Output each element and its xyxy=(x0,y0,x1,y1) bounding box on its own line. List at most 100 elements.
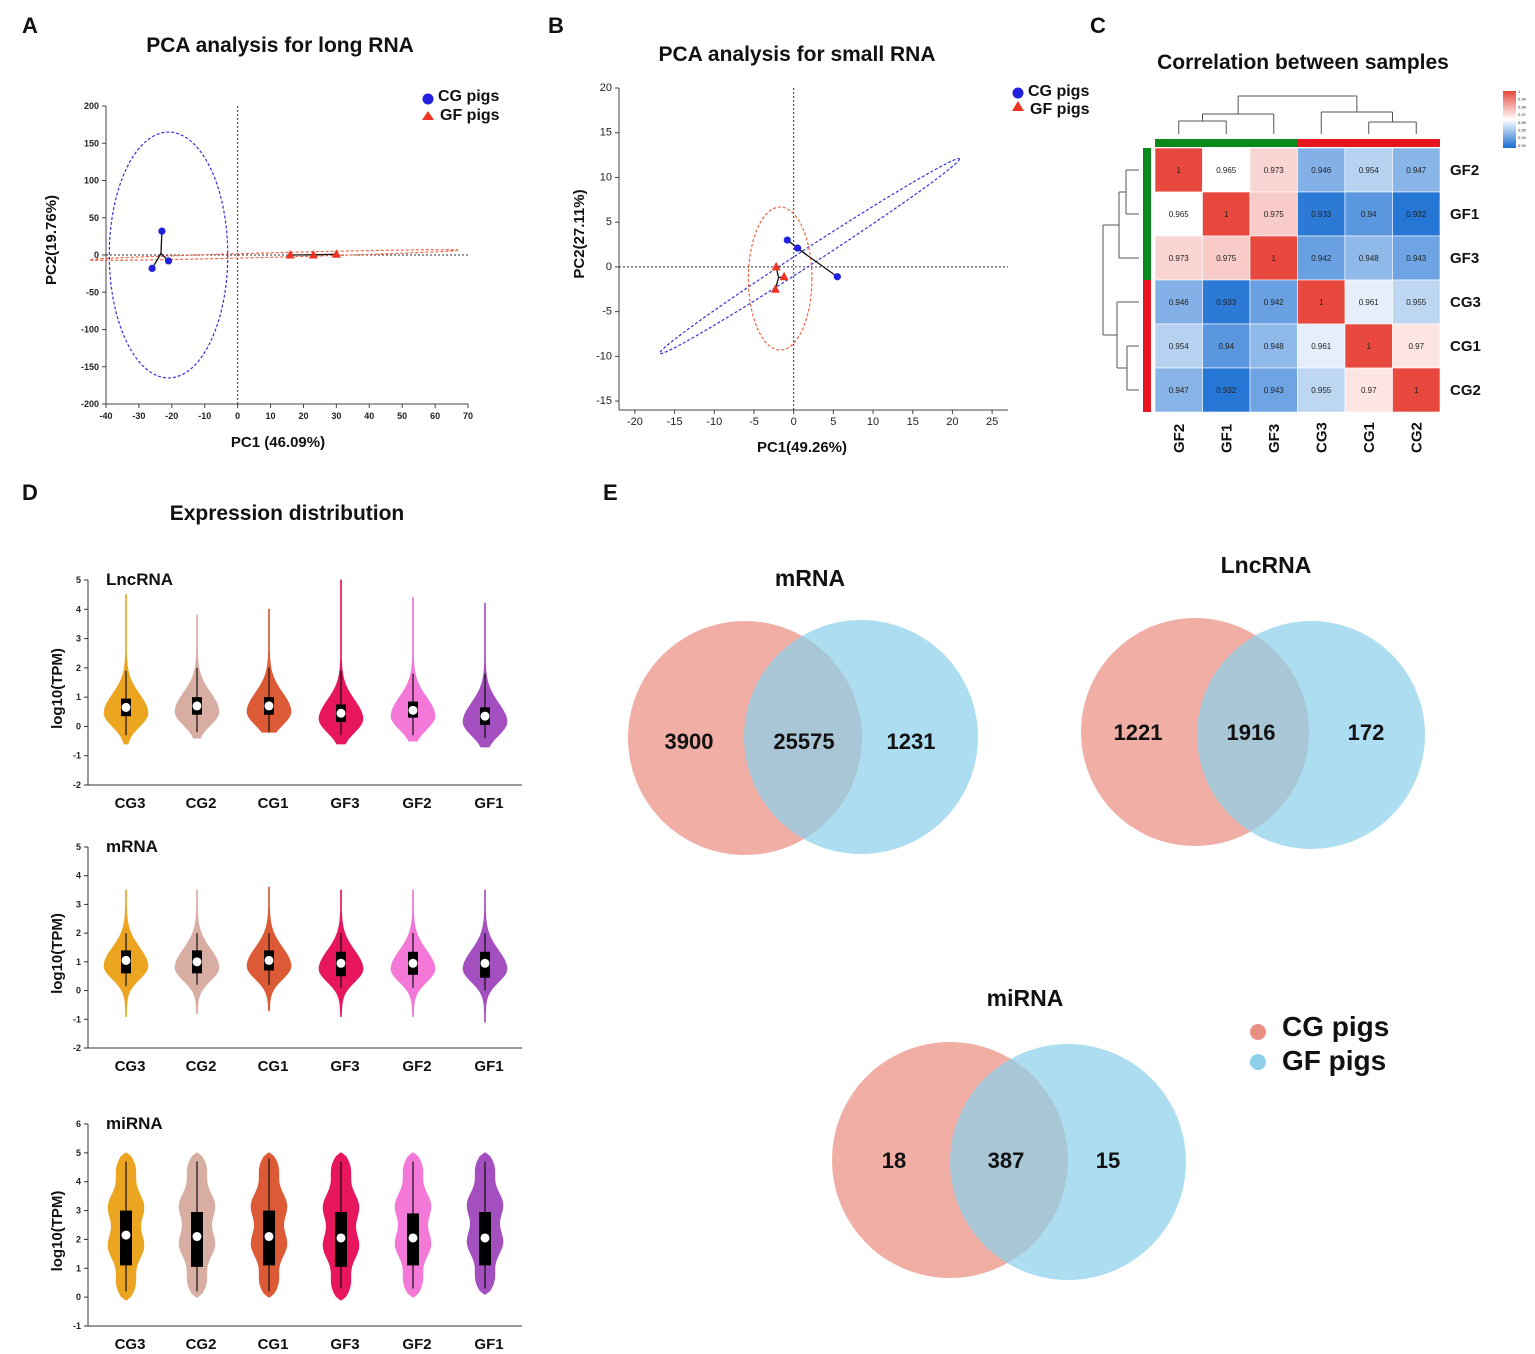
legend-marker-gf xyxy=(1012,101,1024,111)
centroid-connector xyxy=(313,253,337,256)
heatmap-cell xyxy=(1297,147,1346,193)
median-point xyxy=(336,1233,346,1243)
colorbar xyxy=(1503,91,1516,148)
heatmap-cell xyxy=(1154,235,1203,281)
data-point-cg xyxy=(148,264,156,273)
heatmap-value: 0.961 xyxy=(1311,342,1332,351)
median-point xyxy=(192,701,202,711)
group-bar-gf-side xyxy=(1143,148,1151,280)
y-tick-label: 150 xyxy=(84,138,99,148)
violin-cg3 xyxy=(103,594,149,745)
x-tick-label: -10 xyxy=(706,416,722,428)
x-tick-label: 70 xyxy=(463,411,473,421)
heatmap-value: 1 xyxy=(1177,166,1182,175)
venn-title: LncRNA xyxy=(1221,552,1312,578)
panel-label-d: D xyxy=(22,480,38,505)
legend-marker-gf xyxy=(1250,1054,1266,1070)
y-tick-label: 5 xyxy=(76,1148,81,1158)
y-axis-label: PC2(19.76%) xyxy=(43,195,60,285)
x-tick-label: GF1 xyxy=(474,1336,503,1353)
y-tick-label: 6 xyxy=(76,1119,81,1129)
y-tick-label: -1 xyxy=(73,751,81,761)
data-point-cg xyxy=(158,227,166,235)
colorbar-tick-label: 0.96 xyxy=(1518,120,1527,125)
y-tick-label: 20 xyxy=(600,82,612,94)
x-tick-label: GF2 xyxy=(402,795,431,812)
y-axis-label: log10(TPM) xyxy=(49,648,66,729)
legend-label-cg: CG pigs xyxy=(1028,83,1089,100)
colorbar-tick-label: 0.95 xyxy=(1518,128,1527,133)
heatmap-cell xyxy=(1344,323,1393,369)
row-label: GF2 xyxy=(1450,162,1479,179)
median-point xyxy=(408,705,418,715)
heatmap-value: 0.965 xyxy=(1216,166,1237,175)
heatmap-value: 0.97 xyxy=(1408,342,1424,351)
confidence-ellipse-cg xyxy=(108,131,229,379)
venn-circle-gf xyxy=(744,620,978,854)
group-bar-cg-top xyxy=(1297,139,1440,147)
heatmap-cell xyxy=(1249,235,1298,281)
heatmap-cell xyxy=(1154,191,1203,237)
heatmap-value: 1 xyxy=(1367,342,1372,351)
colorbar-tick-label: 0.94 xyxy=(1518,135,1527,140)
data-point-gf xyxy=(308,250,318,259)
heatmap-value: 0.942 xyxy=(1264,298,1285,307)
violin-panel-mirna: miRNA log10(TPM) -1 0 1 2 3 4 5 6 CG3 CG2 CG1 GF3 GF2 G… xyxy=(49,1114,522,1353)
x-tick-label: CG1 xyxy=(258,1336,289,1353)
y-tick-label: 100 xyxy=(84,176,99,186)
subpanel-title: mRNA xyxy=(106,837,158,856)
venn-mirna: miRNA 18 387 15 xyxy=(832,985,1186,1280)
median-point xyxy=(336,708,346,718)
heatmap-cell xyxy=(1344,191,1393,237)
heatmap-cell xyxy=(1344,147,1393,193)
y-tick-label: 5 xyxy=(606,216,612,228)
median-point xyxy=(336,958,346,968)
legend-marker-cg xyxy=(1012,87,1024,99)
y-tick-label: -1 xyxy=(73,1321,81,1331)
y-tick-label: 3 xyxy=(76,1206,81,1216)
x-tick-label: CG3 xyxy=(115,795,146,812)
heatmap-cell xyxy=(1297,323,1346,369)
heatmap-cell xyxy=(1154,367,1203,413)
x-tick-label: -30 xyxy=(132,411,145,421)
y-tick-label: -2 xyxy=(73,1043,81,1053)
x-axis-label: PC1 (46.09%) xyxy=(231,434,325,451)
heatmap-value: 0.954 xyxy=(1169,342,1190,351)
y-tick-label: 1 xyxy=(76,957,81,967)
x-tick-label: 0 xyxy=(235,411,240,421)
violin-gf3 xyxy=(318,579,364,745)
y-tick-label: -50 xyxy=(86,287,99,297)
venn-circle-gf xyxy=(1197,621,1425,849)
x-tick-label: CG3 xyxy=(115,1058,146,1075)
median-point xyxy=(121,955,131,965)
x-tick-label: CG2 xyxy=(186,1058,217,1075)
data-point-cg xyxy=(833,273,841,281)
legend-label-gf: GF pigs xyxy=(440,107,500,124)
x-tick-label: GF2 xyxy=(402,1058,431,1075)
violin-panel-mrna: mRNA log10(TPM) -2 -1 0 1 2 3 4 5 CG3 CG2 CG1 GF3 GF2 G… xyxy=(49,837,522,1075)
confidence-ellipse-gf xyxy=(89,249,459,261)
chart-title: Correlation between samples xyxy=(1157,51,1449,74)
data-point-gf xyxy=(770,284,780,293)
heatmap-value: 0.946 xyxy=(1169,298,1190,307)
x-tick-label: CG2 xyxy=(186,1336,217,1353)
x-tick-label: GF2 xyxy=(402,1336,431,1353)
heatmap-cell xyxy=(1154,323,1203,369)
heatmap-value: 0.948 xyxy=(1264,342,1285,351)
y-tick-label: 200 xyxy=(84,101,99,111)
colorbar-tick-label: 0.97 xyxy=(1518,112,1527,117)
heatmap-cell xyxy=(1202,323,1251,369)
colorbar-tick-label: 0.98 xyxy=(1518,104,1527,109)
data-point-cg xyxy=(783,236,791,244)
column-label: CG2 xyxy=(1408,422,1425,453)
median-point xyxy=(192,1232,202,1242)
heatmap-value: 0.94 xyxy=(1361,210,1377,219)
heatmap-cell xyxy=(1297,235,1346,281)
heatmap-value: 0.942 xyxy=(1311,254,1332,263)
legend-marker-cg xyxy=(1250,1024,1266,1040)
y-tick-label: 0 xyxy=(94,250,99,260)
x-tick-label: 20 xyxy=(946,416,958,428)
x-tick-label: 25 xyxy=(986,416,998,428)
heatmap-cell xyxy=(1202,191,1251,237)
column-label: GF3 xyxy=(1266,424,1283,453)
